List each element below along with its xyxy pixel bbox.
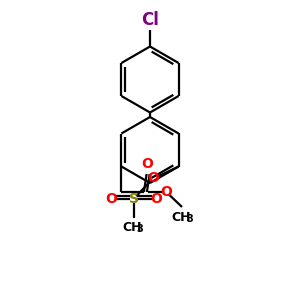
Text: O: O xyxy=(105,192,117,206)
Text: CH: CH xyxy=(122,221,142,234)
Text: S: S xyxy=(129,192,139,206)
Text: O: O xyxy=(160,185,172,199)
Text: 3: 3 xyxy=(186,214,193,224)
Text: Cl: Cl xyxy=(141,11,159,29)
Text: 3: 3 xyxy=(137,224,144,234)
Text: O: O xyxy=(150,192,162,206)
Text: O: O xyxy=(147,172,159,185)
Text: O: O xyxy=(141,157,153,171)
Text: CH: CH xyxy=(172,211,191,224)
